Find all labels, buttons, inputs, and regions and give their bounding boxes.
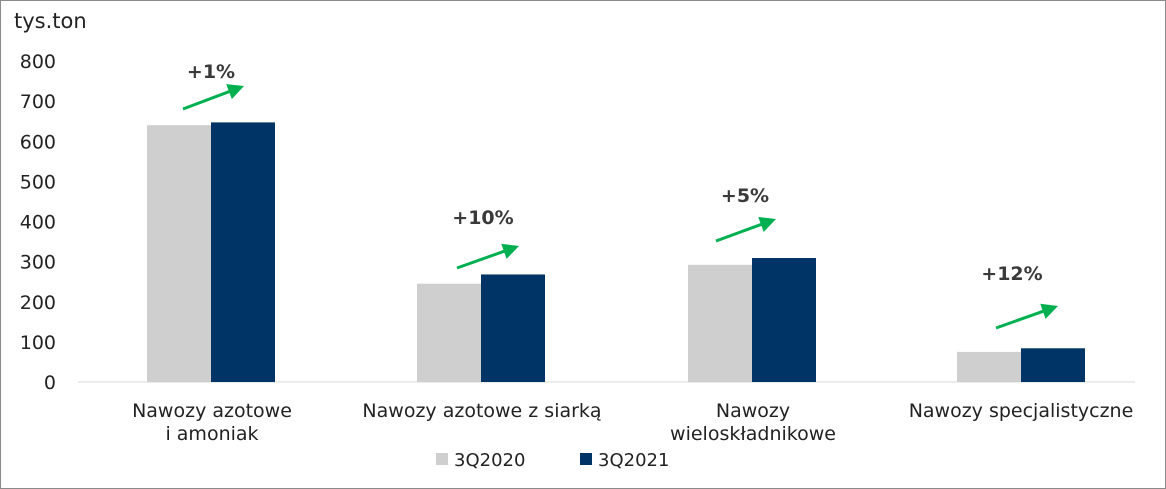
change-arrow-4 <box>995 303 1058 330</box>
y-tick-label: 300 <box>20 252 56 274</box>
bar-3q2021-2 <box>481 274 545 382</box>
y-tick-label: 200 <box>20 292 56 314</box>
bar-group <box>147 122 1085 383</box>
y-tick-label: 400 <box>20 212 56 234</box>
bar-3q2020-2 <box>417 283 481 382</box>
change-label-2: +10% <box>452 207 513 229</box>
change-label-4: +12% <box>981 263 1042 285</box>
legend-item-3q2021: 3Q2021 <box>580 450 669 471</box>
category-label: wieloskładnikowe <box>670 423 836 445</box>
y-tick-label: 600 <box>20 131 56 153</box>
y-tick-label: 500 <box>20 171 56 193</box>
change-arrow-2 <box>456 243 519 270</box>
bar-3q2020-1 <box>147 125 211 382</box>
change-arrow-3 <box>715 216 776 243</box>
y-tick-label: 100 <box>20 332 56 354</box>
change-label-3: +5% <box>721 185 769 207</box>
legend-label: 3Q2020 <box>454 450 525 471</box>
bar-3q2020-4 <box>957 351 1021 382</box>
y-tick-label: 800 <box>20 51 56 73</box>
category-label: i amoniak <box>165 423 258 445</box>
change-label-1: +1% <box>187 61 235 83</box>
category-label: Nawozy <box>716 400 790 422</box>
y-axis-unit-label: tys.ton <box>14 9 87 33</box>
change-arrow-1 <box>182 84 244 111</box>
y-axis-ticks: 0 100 200 300 400 500 600 700 800 <box>20 51 56 394</box>
category-label: Nawozy specjalistyczne <box>909 400 1134 422</box>
bar-3q2020-3 <box>688 264 752 382</box>
bar-3q2021-1 <box>211 122 275 383</box>
category-label: Nawozy azotowe z siarką <box>362 400 601 422</box>
change-arrows <box>182 84 1058 330</box>
change-labels: +1% +10% +5% +12% <box>187 61 1043 285</box>
bar-3q2021-3 <box>752 258 816 382</box>
category-label: Nawozy azotowe <box>132 400 292 422</box>
bar-3q2021-4 <box>1021 348 1085 382</box>
legend-swatch <box>436 453 448 465</box>
legend: 3Q2020 3Q2021 <box>436 450 669 471</box>
y-tick-label: 700 <box>20 91 56 113</box>
legend-item-3q2020: 3Q2020 <box>436 450 525 471</box>
y-tick-label: 0 <box>44 372 56 394</box>
legend-swatch <box>580 453 592 465</box>
legend-label: 3Q2021 <box>598 450 669 471</box>
